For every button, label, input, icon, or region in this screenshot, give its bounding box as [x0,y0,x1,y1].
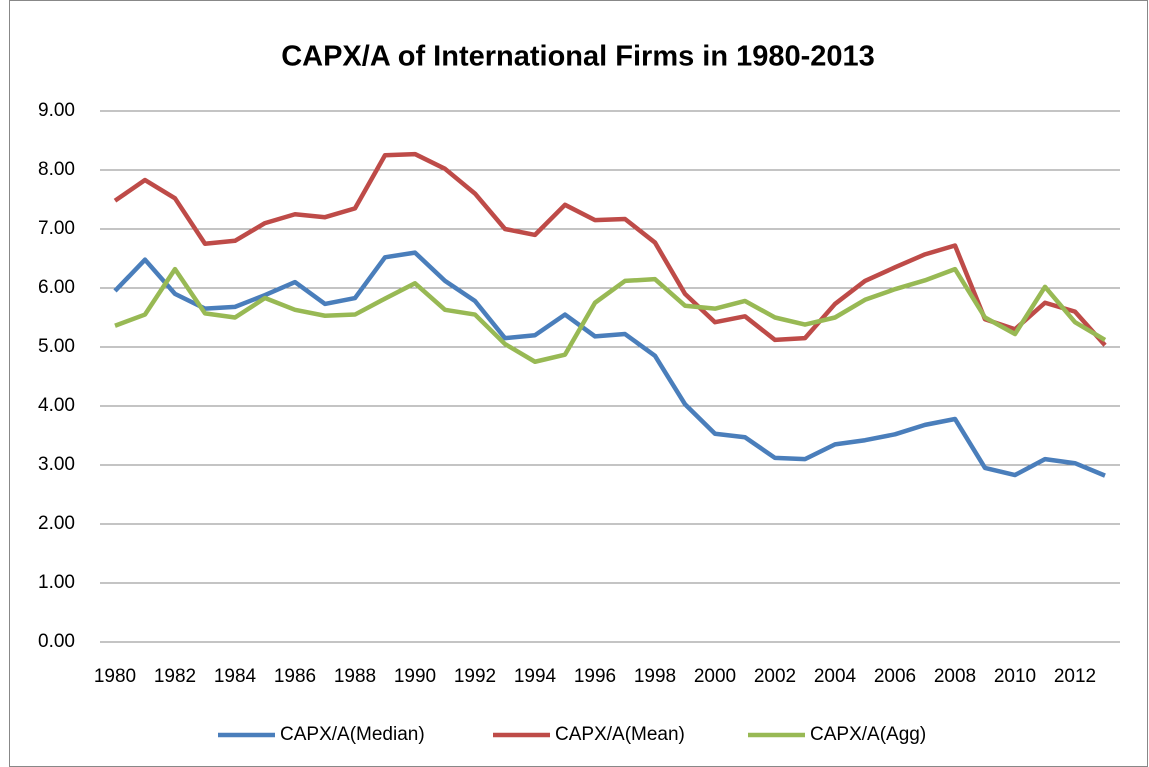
chart-title: CAPX/A of International Firms in 1980-20… [281,41,875,73]
data-line [114,266,1107,364]
x-tick-label: 2002 [754,666,796,687]
x-tick-label: 1994 [514,666,557,687]
x-tick-label: 1982 [154,666,196,687]
x-tick-label: 1998 [634,666,676,687]
chart-border [9,0,1148,767]
data-line [113,250,1106,478]
x-tick-label: 2004 [814,666,857,687]
x-tick-label: 1990 [394,666,436,687]
x-tick-label: 2006 [874,666,916,687]
y-tick-label: 4.00 [38,395,75,416]
y-tick-label: 1.00 [38,572,75,593]
x-tick-label: 2008 [934,666,976,687]
x-tick-label: 2000 [694,666,736,687]
y-tick-label: 5.00 [38,336,75,357]
y-tick-label: 8.00 [38,159,75,180]
x-tick-label: 1980 [94,666,136,687]
y-tick-label: 6.00 [38,277,75,298]
y-tick-label: 2.00 [38,513,75,534]
y-tick-label: 3.00 [38,454,75,475]
y-tick-label: 7.00 [38,218,75,239]
x-tick-label: 1984 [214,666,257,687]
legend-label: CAPX/A(Median) [280,724,425,745]
x-tick-label: 2010 [994,666,1036,687]
x-tick-label: 2012 [1054,666,1096,687]
x-tick-label: 1996 [574,666,616,687]
data-line [113,151,1107,347]
x-tick-label: 1992 [454,666,496,687]
y-tick-label: 0.00 [38,631,75,652]
y-tick-label: 9.00 [38,100,75,121]
x-tick-label: 1988 [334,666,376,687]
x-tick-label: 1986 [274,666,316,687]
legend-label: CAPX/A(Agg) [810,724,926,745]
legend-label: CAPX/A(Mean) [555,724,685,745]
